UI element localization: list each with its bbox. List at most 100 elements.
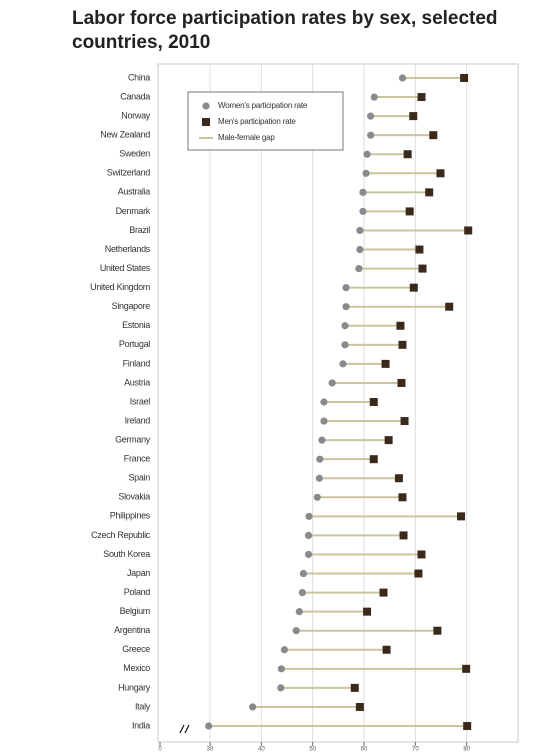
y-tick-label: Switzerland [107, 168, 151, 178]
women-dot [367, 131, 375, 139]
women-dot [295, 608, 303, 616]
women-dot [363, 150, 371, 158]
y-tick-label: New Zealand [100, 130, 150, 140]
x-tick-label: 80 [463, 747, 470, 753]
women-dot [342, 303, 350, 311]
women-dot [356, 226, 364, 235]
y-tick-label: Sweden [119, 149, 150, 159]
women-dot [359, 188, 367, 196]
axis-break [184, 724, 190, 734]
women-dot [205, 722, 213, 730]
y-tick-label: Netherlands [105, 244, 151, 254]
men-square [429, 131, 438, 140]
men-square [464, 226, 473, 235]
women-dot [249, 703, 257, 711]
men-square [394, 474, 403, 483]
chart-title: countries, 2010 [72, 32, 210, 53]
y-tick-label: Slovakia [118, 492, 150, 502]
x-tick-label: 30 [207, 747, 214, 753]
y-tick-label: Australia [118, 187, 151, 197]
men-square [433, 626, 442, 635]
y-tick-label: Japan [127, 568, 150, 578]
men-square [381, 359, 390, 368]
women-dot [277, 684, 285, 692]
men-square [398, 493, 407, 502]
y-tick-label: United States [100, 263, 151, 273]
men-square [457, 512, 466, 521]
x-tick-label: 60 [361, 747, 368, 753]
men-square [382, 645, 391, 654]
legend-box [187, 91, 344, 151]
women-dot [277, 665, 285, 673]
women-dot [341, 341, 349, 349]
legend-label: Women's participation rate [218, 101, 308, 110]
women-dot [280, 646, 289, 654]
men-square [363, 607, 372, 616]
men-square [405, 207, 414, 216]
women-dot [304, 531, 313, 540]
women-dot [356, 245, 364, 254]
y-tick-label: China [128, 72, 150, 82]
y-tick-label: Spain [128, 473, 150, 483]
men-square [425, 188, 434, 197]
y-tick-label: Ireland [125, 415, 151, 425]
men-square [369, 398, 378, 406]
men-square [397, 378, 406, 387]
women-dot [298, 588, 306, 597]
x-tick-label: 0 [158, 747, 162, 753]
men-square [409, 283, 418, 292]
y-tick-label: South Korea [103, 549, 150, 559]
men-square [409, 112, 418, 121]
x-tick-label: 50 [309, 747, 316, 753]
y-tick-label: Israel [130, 396, 151, 406]
y-tick-label: Italy [135, 701, 151, 711]
y-tick-label: Greece [122, 644, 150, 654]
women-dot [320, 398, 328, 406]
y-tick-label: Mexico [123, 663, 150, 673]
men-square [399, 531, 408, 540]
y-tick-label: Brazil [129, 225, 150, 235]
y-tick-label: Denmark [116, 206, 151, 216]
men-square [418, 264, 427, 273]
y-tick-label: Czech Republic [91, 530, 151, 540]
men-square [445, 302, 454, 311]
men-square [396, 321, 405, 330]
men-square [414, 569, 423, 578]
men-square [415, 245, 424, 254]
y-tick-label: Canada [120, 91, 150, 101]
y-tick-label: Estonia [122, 320, 150, 330]
men-square [460, 74, 469, 82]
y-tick-label: India [132, 720, 150, 730]
women-dot [318, 436, 326, 444]
men-square [384, 436, 393, 445]
y-tick-label: Germany [115, 434, 151, 444]
x-tick-label: 70 [412, 747, 419, 753]
y-tick-label: France [124, 454, 151, 464]
women-dot [328, 379, 336, 387]
y-tick-label: Austria [124, 377, 150, 387]
women-dot [359, 207, 367, 216]
y-tick-label: Philippines [110, 511, 151, 521]
legend-marker [202, 102, 210, 110]
y-tick-label: Belgium [120, 606, 150, 616]
men-square [417, 93, 426, 102]
y-tick-label: Norway [121, 110, 151, 120]
women-dot [292, 627, 300, 635]
women-dot [299, 569, 308, 578]
men-square [400, 417, 409, 426]
chart-title: Labor force participation rates by sex, … [72, 8, 498, 29]
y-tick-label: Finland [123, 358, 151, 368]
women-dot [313, 493, 321, 501]
women-dot [305, 512, 313, 520]
men-square [436, 169, 445, 178]
men-square [355, 702, 364, 711]
men-square [350, 683, 359, 692]
y-tick-label: Singapore [112, 301, 151, 311]
y-tick-label: Hungary [118, 682, 151, 692]
men-square [403, 150, 412, 159]
men-square [463, 722, 472, 730]
women-dot [320, 417, 328, 425]
men-square [417, 550, 426, 559]
women-dot [342, 284, 350, 292]
women-dot [339, 360, 347, 368]
